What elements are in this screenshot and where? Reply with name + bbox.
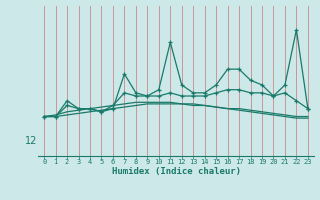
X-axis label: Humidex (Indice chaleur): Humidex (Indice chaleur) xyxy=(111,167,241,176)
